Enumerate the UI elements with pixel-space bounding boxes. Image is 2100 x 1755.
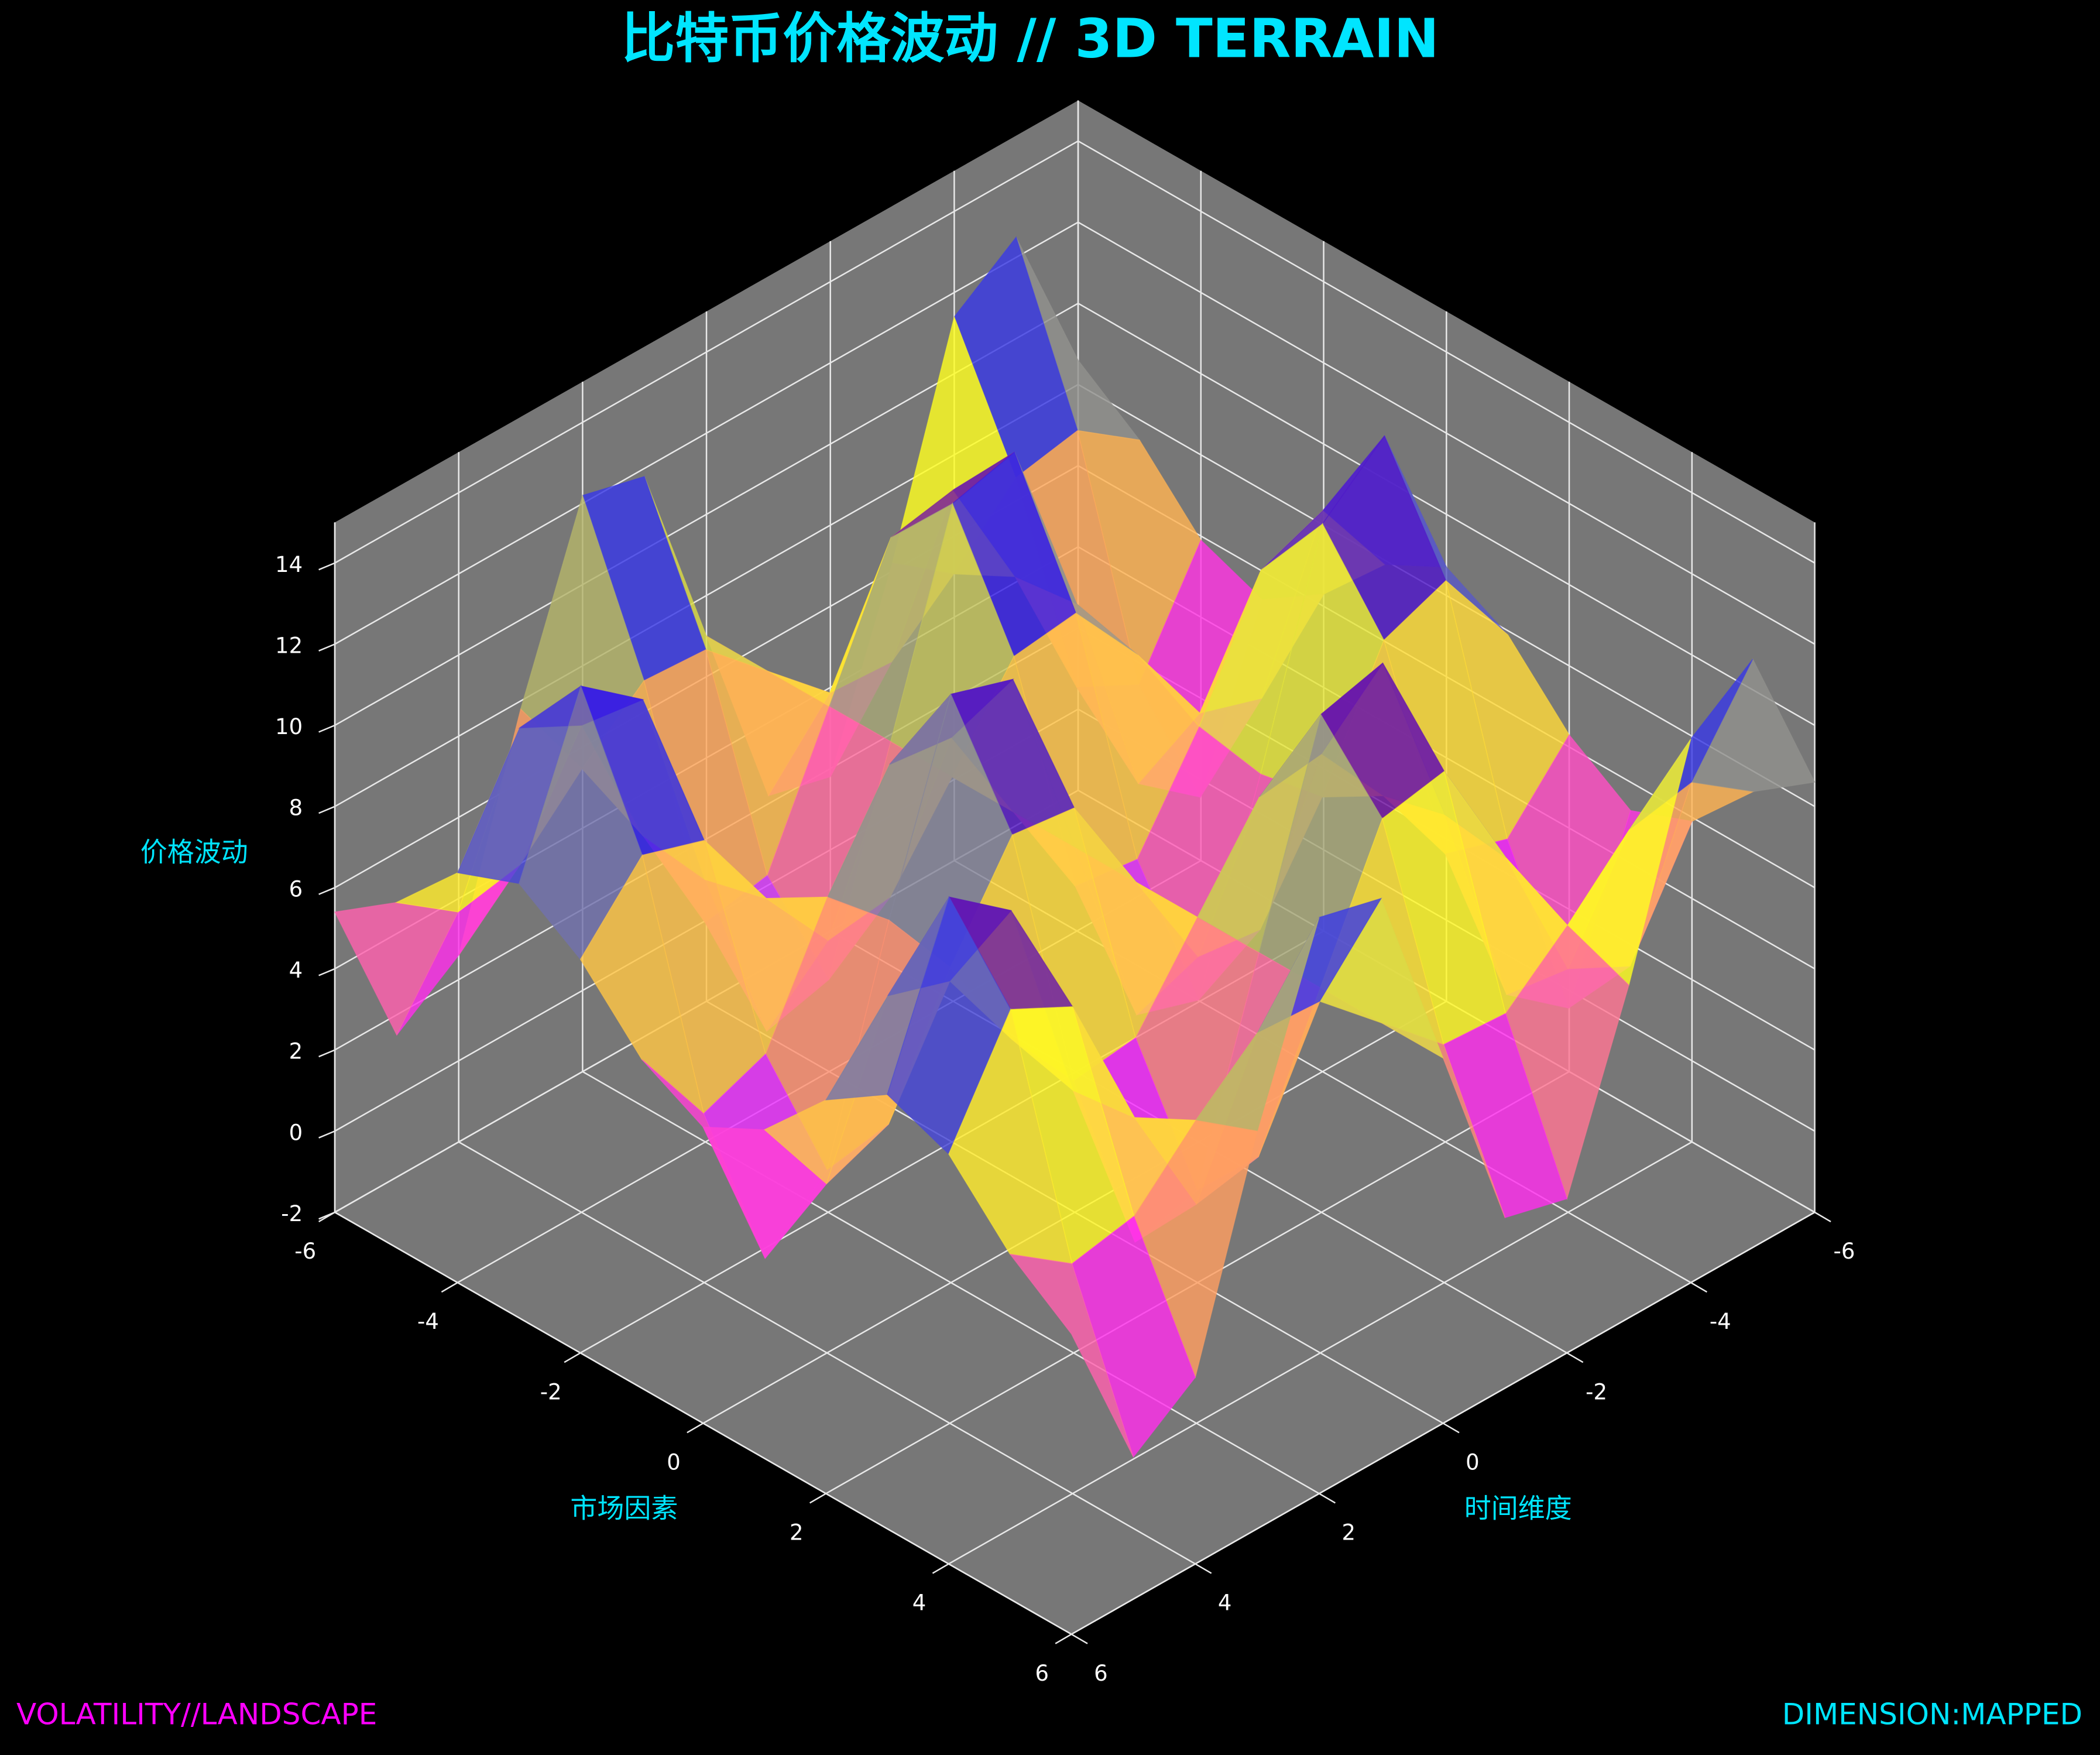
- grid-line: [334, 221, 1079, 645]
- y-tick-label: 4: [912, 1591, 927, 1616]
- z-tick-label: 8: [289, 796, 303, 821]
- tick-mark: [564, 1352, 581, 1363]
- plot-area: -6 -4 -2 0 2 4 6 -6 -4 -2 0 2 4 6 -2 0 2 4 6 8 10 12 14 时间维度 市场因…: [140, 100, 1855, 1686]
- tick-mark: [318, 724, 335, 733]
- x-tick-label: 0: [1466, 1449, 1480, 1475]
- tick-mark: [318, 1130, 335, 1139]
- z-tick-label: 10: [275, 714, 303, 739]
- x-tick-label: 6: [1094, 1661, 1108, 1686]
- tick-mark: [318, 643, 335, 652]
- tick-mark: [318, 1049, 335, 1058]
- x-tick-label: -6: [1833, 1239, 1855, 1264]
- tick-mark: [1690, 1281, 1708, 1293]
- tick-mark: [318, 805, 335, 814]
- tick-mark: [1442, 1422, 1460, 1434]
- axis-line: [1070, 1211, 1816, 1635]
- y-tick-label: -6: [294, 1239, 316, 1264]
- grid-line: [1078, 140, 1816, 564]
- grid-line: [334, 140, 1079, 564]
- surface-patch: [1008, 1253, 1134, 1458]
- tick-mark: [318, 887, 335, 895]
- y-tick-label: 2: [790, 1520, 804, 1545]
- z-tick-label: 14: [275, 552, 303, 577]
- y-axis-label: 市场因素: [570, 1493, 678, 1524]
- x-axis-label: 时间维度: [1464, 1493, 1572, 1524]
- tick-mark: [1566, 1352, 1584, 1363]
- z-axis-label: 价格波动: [140, 836, 248, 868]
- z-tick-label: -2: [281, 1201, 303, 1226]
- footer-left: VOLATILITY//LANDSCAPE: [16, 1698, 377, 1732]
- tick-mark: [318, 1211, 335, 1220]
- z-tick-label: 12: [275, 633, 303, 658]
- tick-mark: [1070, 1633, 1088, 1644]
- x-tick-label: 4: [1218, 1591, 1232, 1616]
- footer-right: DIMENSION:MAPPED: [1782, 1698, 2082, 1732]
- grid-line: [1078, 303, 1816, 726]
- tick-mark: [809, 1493, 826, 1504]
- grid-line: [1078, 221, 1816, 645]
- grid-line: [948, 1141, 1693, 1565]
- tick-mark: [1195, 1563, 1212, 1574]
- z-tick-label: 4: [289, 958, 303, 983]
- x-tick-label: 2: [1342, 1520, 1356, 1545]
- y-tick-label: -2: [540, 1379, 562, 1404]
- y-tick-label: 6: [1035, 1661, 1049, 1686]
- tick-mark: [318, 562, 335, 571]
- x-tick-label: -2: [1586, 1379, 1607, 1404]
- chart-title: 比特币价格波动 // 3D TERRAIN: [621, 7, 1439, 70]
- z-tick-label: 2: [289, 1039, 303, 1064]
- axis-line: [334, 1211, 1072, 1635]
- x-tick-label: -4: [1710, 1309, 1731, 1334]
- tick-mark: [932, 1563, 949, 1574]
- tick-mark: [687, 1422, 704, 1434]
- tick-mark: [318, 968, 335, 976]
- tick-mark: [1055, 1633, 1072, 1644]
- tick-mark: [441, 1281, 458, 1293]
- z-tick-label: 0: [289, 1120, 303, 1145]
- y-tick-label: 0: [667, 1449, 681, 1475]
- z-tick-label: 6: [289, 876, 303, 902]
- y-tick-label: -4: [417, 1309, 439, 1334]
- tick-mark: [1814, 1211, 1831, 1222]
- tick-mark: [1319, 1493, 1336, 1504]
